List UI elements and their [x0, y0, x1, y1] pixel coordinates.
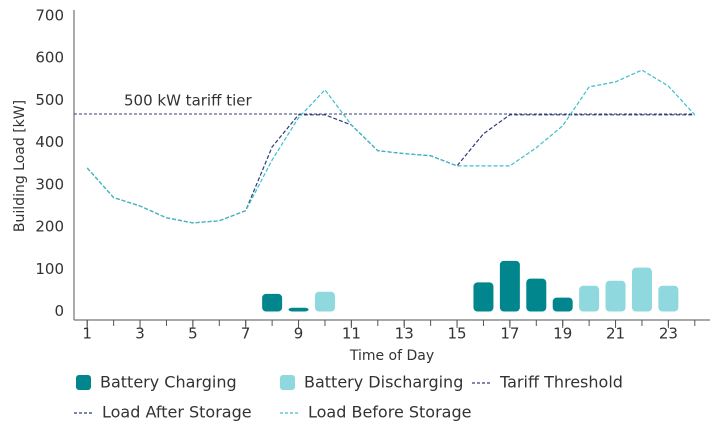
x-tick-label: 21: [606, 325, 625, 343]
y-tick-label: 300: [35, 175, 64, 193]
x-tick-label: 5: [188, 325, 198, 343]
x-tick-label: 23: [659, 325, 678, 343]
y-axis-label: Building Load [kW]: [12, 100, 28, 232]
bar: [499, 260, 520, 312]
x-tick-label: 9: [294, 325, 304, 343]
bar: [473, 282, 494, 312]
legend-swatch: [280, 375, 295, 390]
x-tick-label: 3: [135, 325, 145, 343]
y-tick-label: 500: [35, 91, 64, 109]
y-tick-label: 200: [35, 218, 64, 236]
x-tick-label: 19: [553, 325, 572, 343]
y-tick-label: 400: [35, 133, 64, 151]
legend-label: Load After Storage: [102, 403, 252, 422]
load-line: [86, 114, 695, 224]
legend-label: Battery Charging: [100, 373, 237, 392]
x-tick-label: 13: [395, 325, 414, 343]
bar: [605, 280, 626, 312]
bar: [314, 291, 335, 312]
x-tick-label: 17: [500, 325, 519, 343]
bar: [579, 285, 600, 312]
x-axis-label: Time of Day: [349, 348, 434, 364]
x-tick-label: 1: [82, 325, 92, 343]
y-tick-label: 700: [35, 7, 64, 25]
x-tick-label: 11: [342, 325, 361, 343]
bar: [552, 297, 573, 312]
threshold-annotation: 500 kW tariff tier: [124, 91, 252, 109]
legend-label: Battery Discharging: [304, 373, 463, 392]
y-tick-label: 100: [35, 260, 64, 278]
y-tick-label: 600: [35, 49, 64, 67]
legend-swatch: [76, 375, 91, 390]
bar: [288, 307, 309, 312]
bar: [658, 285, 679, 312]
bar: [631, 267, 652, 312]
x-tick-label: 7: [241, 325, 251, 343]
legend-label: Load Before Storage: [308, 403, 471, 422]
y-tick-label: 0: [54, 302, 64, 320]
bar: [526, 278, 547, 312]
bar: [262, 293, 283, 312]
legend-label: Tariff Threshold: [499, 373, 623, 392]
x-tick-label: 15: [447, 325, 466, 343]
load-line: [86, 69, 696, 224]
